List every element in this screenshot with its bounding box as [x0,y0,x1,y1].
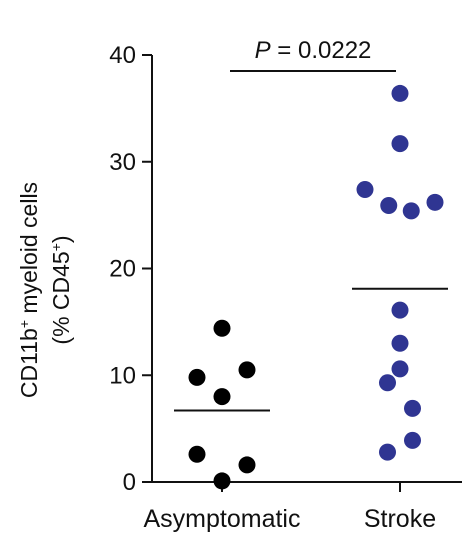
y-axis-title: CD11b+ myeloid cells (% CD45+) [16,182,74,398]
y-axis-title-line1: CD11b [16,328,42,398]
data-point [379,374,396,392]
data-point [213,319,231,337]
data-point [426,193,444,211]
svg-text:CD11b+ myeloid cells: CD11b+ myeloid cells [16,182,42,398]
data-point [391,135,409,153]
y-tick-label: 20 [109,256,136,283]
mean-lines [174,287,448,412]
x-category-label: Stroke [364,505,436,533]
x-ticks: Asymptomatic Stroke [144,482,436,533]
data-point [391,334,409,352]
data-point [404,399,421,417]
data-point [380,197,398,215]
data-point [379,443,396,461]
data-point [391,360,409,378]
y-tick-label: 30 [109,149,136,176]
data-point [391,301,409,319]
data-point [238,361,256,379]
p-value-annotation: P = 0.0222 [255,37,372,64]
data-point [402,202,420,220]
data-point [188,368,206,386]
y-ticks: 0 10 20 30 40 [109,42,152,496]
x-category-label: Asymptomatic [144,505,301,533]
svg-text:(% CD45+): (% CD45+) [48,235,74,344]
data-point [213,472,231,490]
data-point [213,388,231,406]
y-tick-label: 0 [123,469,136,496]
data-points [188,84,444,490]
data-point [356,181,374,199]
data-point [188,445,206,463]
data-point [391,84,409,102]
y-tick-label: 10 [109,362,136,389]
data-point [238,456,256,474]
y-tick-label: 40 [109,42,136,69]
y-axis-title-line2: (% CD45 [48,251,74,344]
data-point [404,431,421,449]
